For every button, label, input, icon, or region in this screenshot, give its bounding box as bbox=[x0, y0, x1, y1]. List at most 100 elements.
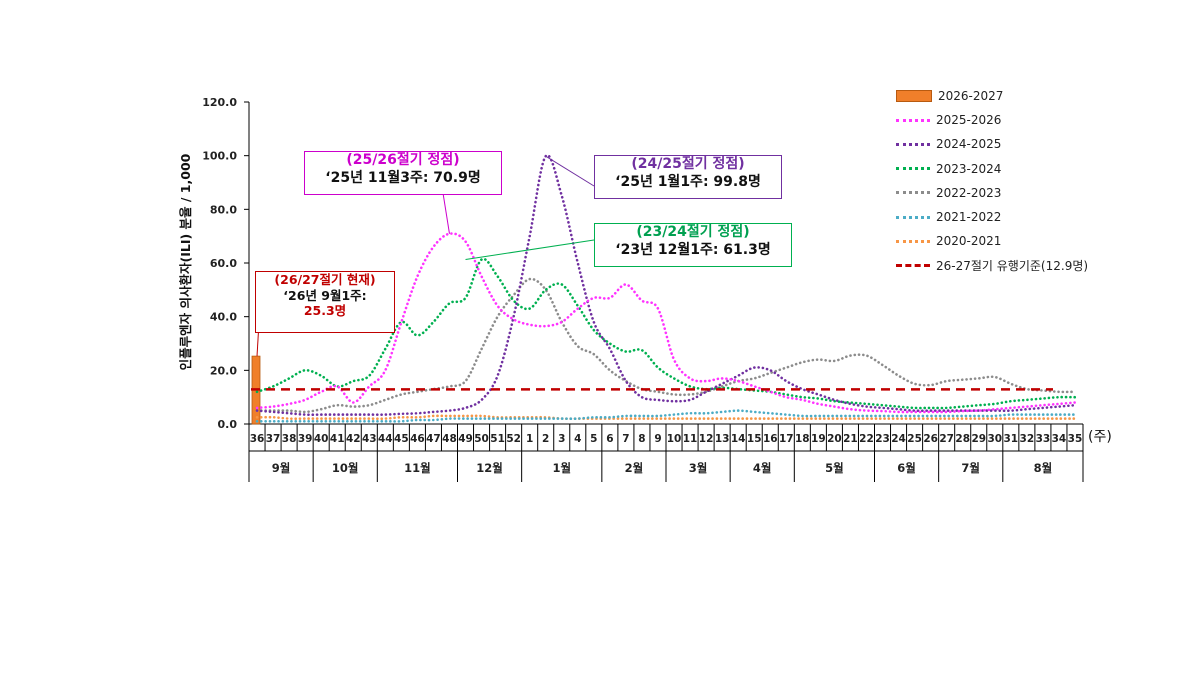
week-unit-label: (주) bbox=[1088, 429, 1112, 445]
x-tick-label: 52 bbox=[506, 433, 521, 445]
x-tick-label: 31 bbox=[1004, 433, 1019, 445]
x-tick-label: 24 bbox=[891, 433, 906, 445]
legend-label: 2024-2025 bbox=[936, 137, 1002, 152]
legend-item-2023-2024: 2023-2024 bbox=[896, 157, 1088, 181]
x-tick-label: 11 bbox=[683, 433, 698, 445]
x-tick-label: 9 bbox=[654, 433, 661, 445]
x-tick-label: 2 bbox=[542, 433, 549, 445]
x-tick-label: 45 bbox=[394, 433, 409, 445]
x-tick-label: 51 bbox=[490, 433, 505, 445]
legend-label: 26-27절기 유행기준(12.9명) bbox=[936, 258, 1089, 273]
legend-label: 2021-2022 bbox=[936, 210, 1002, 225]
x-tick-label: 39 bbox=[298, 433, 313, 445]
legend-swatch-line bbox=[896, 118, 930, 122]
month-label: 11월 bbox=[404, 461, 431, 475]
x-tick-label: 14 bbox=[731, 433, 746, 445]
legend-swatch-line bbox=[896, 191, 930, 195]
x-tick-label: 29 bbox=[971, 433, 986, 445]
legend-item-2022-2023: 2022-2023 bbox=[896, 181, 1088, 205]
peak-annotation-text: ‘23년 12월1주: 61.3명 bbox=[615, 241, 771, 258]
peak-annotation-text: ‘25년 1월1주: 99.8명 bbox=[615, 173, 761, 190]
month-label: 2월 bbox=[625, 461, 644, 475]
x-tick-label: 33 bbox=[1036, 433, 1051, 445]
x-tick-label: 1 bbox=[526, 433, 533, 445]
x-tick-label: 32 bbox=[1020, 433, 1035, 445]
legend-swatch-threshold bbox=[896, 263, 930, 267]
current-annotation-2026-2027: (26/27절기 현재) ‘26년 9월1주: 25.3명 bbox=[255, 271, 395, 333]
x-tick-label: 42 bbox=[346, 433, 361, 445]
month-label: 12월 bbox=[476, 461, 503, 475]
x-tick-label: 7 bbox=[622, 433, 629, 445]
x-tick-label: 50 bbox=[474, 433, 489, 445]
x-tick-label: 20 bbox=[827, 433, 842, 445]
month-label: 8월 bbox=[1034, 461, 1053, 475]
series-line-2020-2021 bbox=[255, 414, 1077, 421]
x-tick-label: 22 bbox=[859, 433, 874, 445]
legend-swatch-line bbox=[896, 167, 930, 171]
x-tick-label: 27 bbox=[939, 433, 954, 445]
y-tick-label: 20.0 bbox=[210, 364, 237, 377]
peak-annotation-2023-2024: (23/24절기 정점) ‘23년 12월1주: 61.3명 bbox=[594, 223, 792, 267]
month-label: 9월 bbox=[272, 461, 291, 475]
peak-annotation-title: (23/24절기 정점) bbox=[636, 224, 750, 240]
x-tick-label: 47 bbox=[426, 433, 441, 445]
x-tick-label: 3 bbox=[558, 433, 565, 445]
annotation-leader-line bbox=[545, 155, 595, 187]
current-annotation-title: (26/27절기 현재) bbox=[274, 272, 376, 287]
month-label: 4월 bbox=[753, 461, 772, 475]
y-tick-label: 100.0 bbox=[202, 150, 237, 163]
x-tick-label: 41 bbox=[330, 433, 345, 445]
legend-item-2020-2021: 2020-2021 bbox=[896, 229, 1088, 253]
peak-annotation-title: (25/26절기 정점) bbox=[346, 152, 460, 168]
month-label: 6월 bbox=[897, 461, 916, 475]
x-tick-label: 15 bbox=[747, 433, 762, 445]
peak-annotation-2024-2025: (24/25절기 정점) ‘25년 1월1주: 99.8명 bbox=[594, 155, 782, 199]
x-tick-label: 44 bbox=[378, 433, 393, 445]
legend-label: 2022-2023 bbox=[936, 185, 1002, 200]
x-tick-label: 19 bbox=[811, 433, 826, 445]
legend-item-2021-2022: 2021-2022 bbox=[896, 205, 1088, 229]
series-line-2021-2022 bbox=[255, 409, 1077, 423]
x-tick-label: 4 bbox=[574, 433, 581, 445]
x-tick-label: 23 bbox=[875, 433, 890, 445]
series-line-2025-2026 bbox=[255, 232, 1077, 414]
legend-item-threshold: 26-27절기 유행기준(12.9명) bbox=[896, 253, 1088, 277]
legend-label: 2020-2021 bbox=[936, 234, 1002, 249]
x-tick-label: 34 bbox=[1052, 433, 1067, 445]
legend-swatch-bar bbox=[896, 90, 932, 103]
legend-label: 2026-2027 bbox=[938, 89, 1004, 104]
y-axis-label: 인플루엔자 의사환자(ILI) 분율 / 1,000 bbox=[178, 153, 193, 370]
annotation-leader-line bbox=[442, 192, 450, 234]
x-tick-label: 10 bbox=[667, 433, 682, 445]
chart-legend: 2026-2027 2025-2026 2024-2025 2023-2024 … bbox=[896, 84, 1088, 278]
legend-item-2024-2025: 2024-2025 bbox=[896, 132, 1088, 156]
legend-swatch-line bbox=[896, 239, 930, 243]
current-annotation-text: ‘26년 9월1주: bbox=[283, 287, 367, 303]
peak-annotation-text: ‘25년 11월3주: 70.9명 bbox=[325, 169, 481, 186]
annotation-leader-line bbox=[465, 239, 595, 261]
x-tick-label: 21 bbox=[843, 433, 858, 445]
x-tick-label: 30 bbox=[987, 433, 1002, 445]
legend-item-2025-2026: 2025-2026 bbox=[896, 108, 1088, 132]
series-line-2024-2025 bbox=[255, 153, 1077, 416]
x-tick-label: 13 bbox=[715, 433, 730, 445]
month-label: 5월 bbox=[825, 461, 844, 475]
y-tick-label: 60.0 bbox=[210, 257, 237, 270]
y-tick-label: 120.0 bbox=[202, 96, 237, 109]
x-tick-label: 12 bbox=[699, 433, 714, 445]
x-tick-label: 43 bbox=[362, 433, 377, 445]
month-label: 10월 bbox=[332, 461, 359, 475]
y-tick-label: 40.0 bbox=[210, 311, 237, 324]
x-tick-label: 8 bbox=[638, 433, 645, 445]
y-tick-label: 0.0 bbox=[218, 418, 238, 431]
x-tick-label: 18 bbox=[795, 433, 810, 445]
legend-swatch-line bbox=[896, 215, 930, 219]
x-tick-label: 37 bbox=[266, 433, 281, 445]
legend-label: 2025-2026 bbox=[936, 113, 1002, 128]
series-line-2022-2023 bbox=[255, 277, 1077, 414]
x-tick-label: 28 bbox=[955, 433, 970, 445]
month-label: 3월 bbox=[689, 461, 708, 475]
month-label: 1월 bbox=[552, 461, 571, 475]
x-tick-label: 5 bbox=[590, 433, 597, 445]
